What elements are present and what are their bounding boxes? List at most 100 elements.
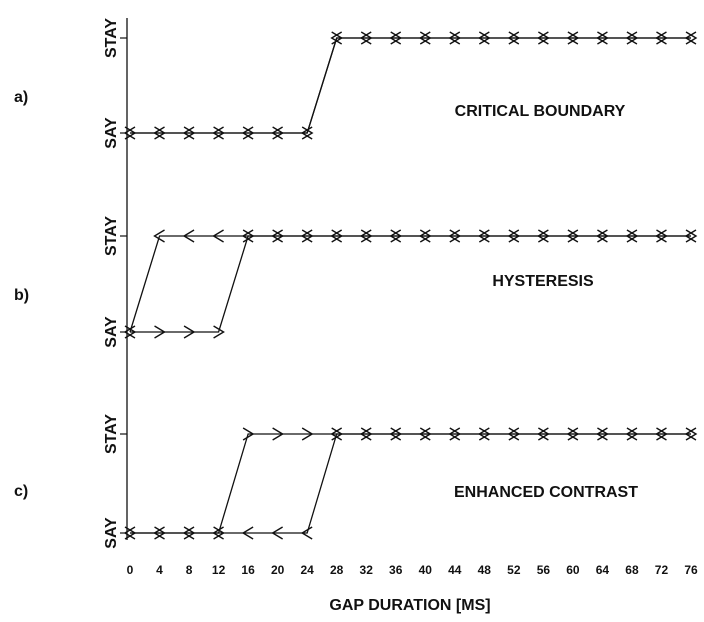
marker (566, 427, 579, 441)
marker (271, 526, 283, 540)
y-tick-label: SAY (103, 316, 120, 348)
marker (537, 427, 549, 441)
y-tick-label: STAY (103, 18, 120, 58)
marker (213, 325, 225, 339)
x-tick-label: 48 (478, 563, 492, 577)
series-line (130, 235, 691, 333)
x-tick-label: 0 (127, 563, 134, 577)
x-tick-label: 52 (507, 563, 521, 577)
marker (242, 427, 255, 441)
x-axis-label: GAP DURATION [MS] (329, 597, 490, 614)
x-tick-label: 76 (684, 563, 698, 577)
marker (477, 31, 490, 45)
marker (448, 427, 461, 441)
marker (300, 526, 313, 540)
x-tick-label: 40 (419, 563, 433, 577)
marker (507, 427, 520, 441)
marker (625, 427, 638, 441)
x-tick-label: 28 (330, 563, 344, 577)
x-tick-label: 72 (655, 563, 669, 577)
x-tick-label: 20 (271, 563, 285, 577)
marker (389, 427, 402, 441)
panel-label: b) (14, 287, 29, 304)
marker (655, 427, 667, 441)
y-tick-label: STAY (103, 216, 120, 256)
marker (154, 325, 166, 339)
marker (596, 31, 608, 45)
marker (477, 229, 490, 243)
marker (241, 229, 254, 243)
x-tick-label: 56 (537, 563, 551, 577)
marker (684, 229, 697, 243)
marker (271, 229, 283, 243)
marker (537, 229, 549, 243)
marker (359, 427, 372, 441)
marker (684, 427, 697, 441)
marker (685, 229, 698, 243)
x-tick-label: 68 (625, 563, 639, 577)
marker (182, 526, 195, 540)
marker (330, 31, 343, 45)
marker (241, 526, 254, 540)
marker (271, 126, 283, 140)
marker (272, 427, 284, 441)
series-line (129, 235, 691, 333)
annotation: HYSTERESIS (492, 273, 594, 290)
marker (359, 31, 372, 45)
marker (182, 126, 195, 140)
marker (330, 427, 343, 441)
panel-label: c) (14, 483, 28, 500)
marker (625, 229, 638, 243)
x-tick-label: 44 (448, 563, 462, 577)
x-tick-label: 32 (360, 563, 374, 577)
x-tick-label: 36 (389, 563, 403, 577)
marker (655, 31, 667, 45)
marker (153, 229, 165, 243)
marker (566, 31, 579, 45)
y-tick-label: SAY (103, 517, 120, 549)
marker (685, 427, 698, 441)
marker (418, 427, 431, 441)
marker (389, 229, 402, 243)
x-tick-label: 64 (596, 563, 610, 577)
x-tick-label: 16 (241, 563, 255, 577)
x-tick-label: 24 (300, 563, 314, 577)
marker (301, 427, 314, 441)
marker (359, 229, 372, 243)
marker (448, 229, 461, 243)
marker (507, 229, 520, 243)
marker (566, 229, 579, 243)
marker (625, 31, 638, 45)
x-tick-label: 4 (156, 563, 163, 577)
marker (183, 325, 196, 339)
marker (301, 126, 314, 140)
marker (330, 229, 343, 243)
marker (596, 229, 608, 243)
marker (685, 31, 698, 45)
marker (655, 229, 667, 243)
marker (212, 229, 224, 243)
marker (596, 427, 608, 441)
panel-label: a) (14, 89, 28, 106)
marker (507, 31, 520, 45)
annotation: CRITICAL BOUNDARY (455, 103, 626, 120)
marker (389, 31, 402, 45)
marker (684, 31, 697, 45)
marker (300, 229, 313, 243)
annotation: ENHANCED CONTRAST (454, 484, 638, 501)
x-tick-label: 12 (212, 563, 226, 577)
marker (212, 126, 224, 140)
y-tick-label: SAY (103, 117, 120, 149)
marker (153, 526, 165, 540)
marker (448, 31, 461, 45)
marker (182, 229, 195, 243)
marker (241, 126, 254, 140)
marker (300, 126, 313, 140)
marker (212, 526, 224, 540)
x-tick-label: 8 (186, 563, 193, 577)
x-tick-label: 60 (566, 563, 580, 577)
marker (537, 31, 549, 45)
marker (477, 427, 490, 441)
y-tick-label: STAY (103, 414, 120, 454)
